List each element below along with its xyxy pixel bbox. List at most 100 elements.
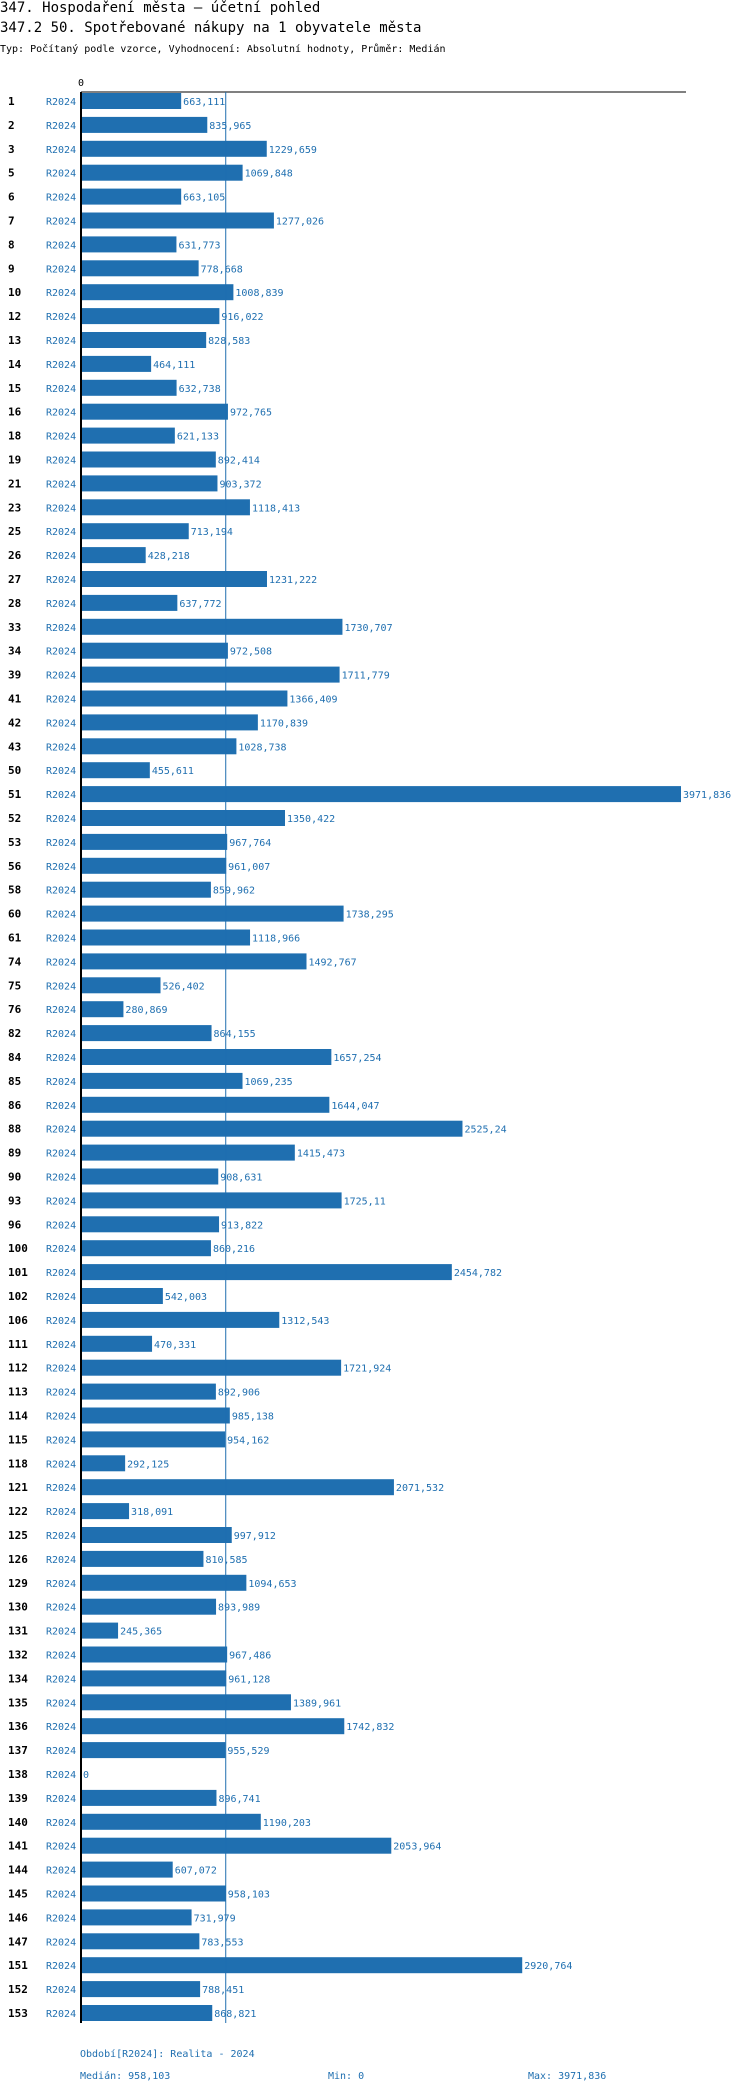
series-label: R2024 <box>46 1937 76 1948</box>
bar-value-label: 1231,222 <box>269 575 317 586</box>
bar <box>81 475 218 492</box>
series-label: R2024 <box>46 1244 76 1255</box>
bar-value-label: 1069,235 <box>245 1077 293 1088</box>
series-label: R2024 <box>46 1005 76 1016</box>
bar-value-label: 892,414 <box>218 456 260 467</box>
bar-value-label: 788,451 <box>202 1985 244 1996</box>
bar <box>81 953 307 970</box>
row-id-label: 96 <box>8 1218 22 1231</box>
row-id-label: 130 <box>8 1601 28 1614</box>
bar <box>81 260 199 277</box>
series-label: R2024 <box>46 1698 76 1709</box>
bar-value-label: 2525,24 <box>464 1125 506 1136</box>
bar-value-label: 958,103 <box>228 1890 270 1901</box>
bar-value-label: 2454,782 <box>454 1268 502 1279</box>
bar-value-label: 1742,832 <box>346 1722 394 1733</box>
bar-value-label: 783,553 <box>201 1937 243 1948</box>
bar-value-label: 663,111 <box>183 97 225 108</box>
bar <box>81 1837 392 1854</box>
row-id-label: 153 <box>8 2007 28 2020</box>
bar <box>81 379 177 396</box>
bar <box>81 833 228 850</box>
row-id-label: 14 <box>8 358 22 371</box>
chart-type-line: Typ: Počítaný podle vzorce, Vyhodnocení:… <box>0 44 446 55</box>
bar <box>81 786 681 803</box>
bar <box>81 1359 342 1376</box>
bar-value-label: 1028,738 <box>238 742 286 753</box>
row-id-label: 137 <box>8 1744 28 1757</box>
row-id-label: 90 <box>8 1171 21 1184</box>
bar-value-label: 1069,848 <box>245 169 293 180</box>
row-id-label: 112 <box>8 1362 28 1375</box>
series-label: R2024 <box>46 288 76 299</box>
row-id-label: 5 <box>8 167 15 180</box>
bar-value-label: 913,822 <box>221 1220 263 1231</box>
row-id-label: 134 <box>8 1672 28 1685</box>
bar <box>81 1598 217 1615</box>
series-label: R2024 <box>46 336 76 347</box>
series-label: R2024 <box>46 1531 76 1542</box>
bar <box>81 1861 173 1878</box>
row-id-label: 85 <box>8 1075 21 1088</box>
series-label: R2024 <box>46 360 76 371</box>
row-id-label: 18 <box>8 430 21 443</box>
row-id-label: 9 <box>8 262 15 275</box>
series-label: R2024 <box>46 671 76 682</box>
row-id-label: 33 <box>8 621 21 634</box>
row-id-label: 3 <box>8 143 15 156</box>
row-id-label: 19 <box>8 454 21 467</box>
row-id-label: 88 <box>8 1123 21 1136</box>
bar <box>81 1527 232 1543</box>
row-id-label: 152 <box>8 1983 28 1996</box>
bar <box>81 1574 247 1591</box>
bar <box>81 403 228 420</box>
series-label: R2024 <box>46 1435 76 1446</box>
series-label: R2024 <box>46 599 76 610</box>
bar-value-label: 1118,966 <box>252 934 300 945</box>
series-label: R2024 <box>46 1818 76 1829</box>
bar-value-label: 245,365 <box>120 1627 162 1638</box>
row-id-label: 13 <box>8 334 21 347</box>
row-id-label: 141 <box>8 1840 28 1853</box>
bar-value-label: 985,138 <box>232 1412 274 1423</box>
bar-value-label: 1730,707 <box>344 623 392 634</box>
bar <box>81 1550 204 1567</box>
bar-value-label: 1721,924 <box>343 1364 391 1375</box>
bar <box>81 857 227 874</box>
bar-value-label: 455,611 <box>152 766 194 777</box>
bar <box>81 881 211 898</box>
bar <box>81 2005 213 2021</box>
series-label: R2024 <box>46 981 76 992</box>
footer-max: Max: 3971,836 <box>528 2071 607 2082</box>
bar <box>81 1192 342 1209</box>
row-id-label: 138 <box>8 1768 28 1781</box>
series-label: R2024 <box>46 479 76 490</box>
row-id-label: 15 <box>8 382 21 395</box>
bar <box>81 1311 280 1328</box>
bar-value-label: 3971,836 <box>683 790 731 801</box>
series-label: R2024 <box>46 2009 76 2020</box>
bar <box>81 810 285 826</box>
row-id-label: 56 <box>8 860 22 873</box>
row-id-label: 145 <box>8 1888 28 1901</box>
bar-value-label: 464,111 <box>153 360 195 371</box>
bar-value-label: 2920,764 <box>524 1961 572 1972</box>
series-label: R2024 <box>46 1196 76 1207</box>
row-id-label: 131 <box>8 1625 28 1638</box>
row-id-label: 75 <box>8 979 21 992</box>
series-label: R2024 <box>46 1507 76 1518</box>
row-id-label: 21 <box>8 477 22 490</box>
series-label: R2024 <box>46 1459 76 1470</box>
bar-value-label: 1657,254 <box>333 1053 381 1064</box>
row-id-label: 114 <box>8 1410 28 1423</box>
series-label: R2024 <box>46 695 76 706</box>
bar <box>81 1288 163 1304</box>
row-id-label: 113 <box>8 1386 28 1399</box>
series-label: R2024 <box>46 264 76 275</box>
series-label: R2024 <box>46 1985 76 1996</box>
bar-value-label: 1389,961 <box>293 1698 341 1709</box>
row-id-label: 101 <box>8 1266 28 1279</box>
row-id-label: 10 <box>8 286 21 299</box>
series-label: R2024 <box>46 1674 76 1685</box>
bar-value-label: 318,091 <box>131 1507 173 1518</box>
